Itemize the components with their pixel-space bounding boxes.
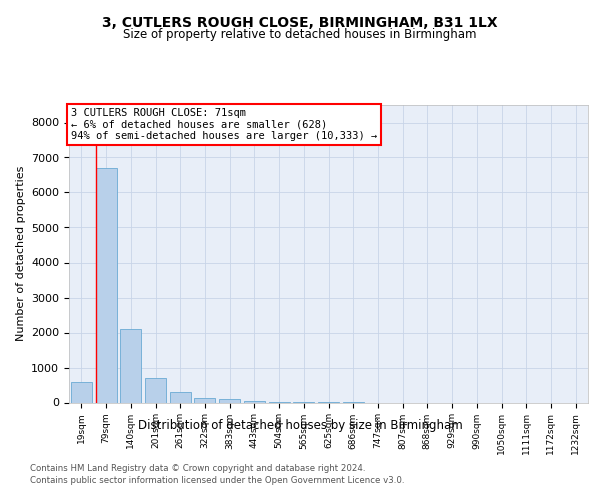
Bar	[120, 329, 141, 402]
Bar	[95, 168, 116, 402]
Bar	[219, 400, 240, 402]
Y-axis label: Number of detached properties: Number of detached properties	[16, 166, 26, 342]
Text: Contains public sector information licensed under the Open Government Licence v3: Contains public sector information licen…	[30, 476, 404, 485]
Bar	[244, 401, 265, 402]
Bar	[170, 392, 191, 402]
Bar	[194, 398, 215, 402]
Text: Size of property relative to detached houses in Birmingham: Size of property relative to detached ho…	[123, 28, 477, 41]
Text: 3 CUTLERS ROUGH CLOSE: 71sqm
← 6% of detached houses are smaller (628)
94% of se: 3 CUTLERS ROUGH CLOSE: 71sqm ← 6% of det…	[71, 108, 377, 141]
Text: Contains HM Land Registry data © Crown copyright and database right 2024.: Contains HM Land Registry data © Crown c…	[30, 464, 365, 473]
Text: 3, CUTLERS ROUGH CLOSE, BIRMINGHAM, B31 1LX: 3, CUTLERS ROUGH CLOSE, BIRMINGHAM, B31 …	[102, 16, 498, 30]
Bar	[145, 378, 166, 402]
Text: Distribution of detached houses by size in Birmingham: Distribution of detached houses by size …	[137, 418, 463, 432]
Bar	[71, 382, 92, 402]
